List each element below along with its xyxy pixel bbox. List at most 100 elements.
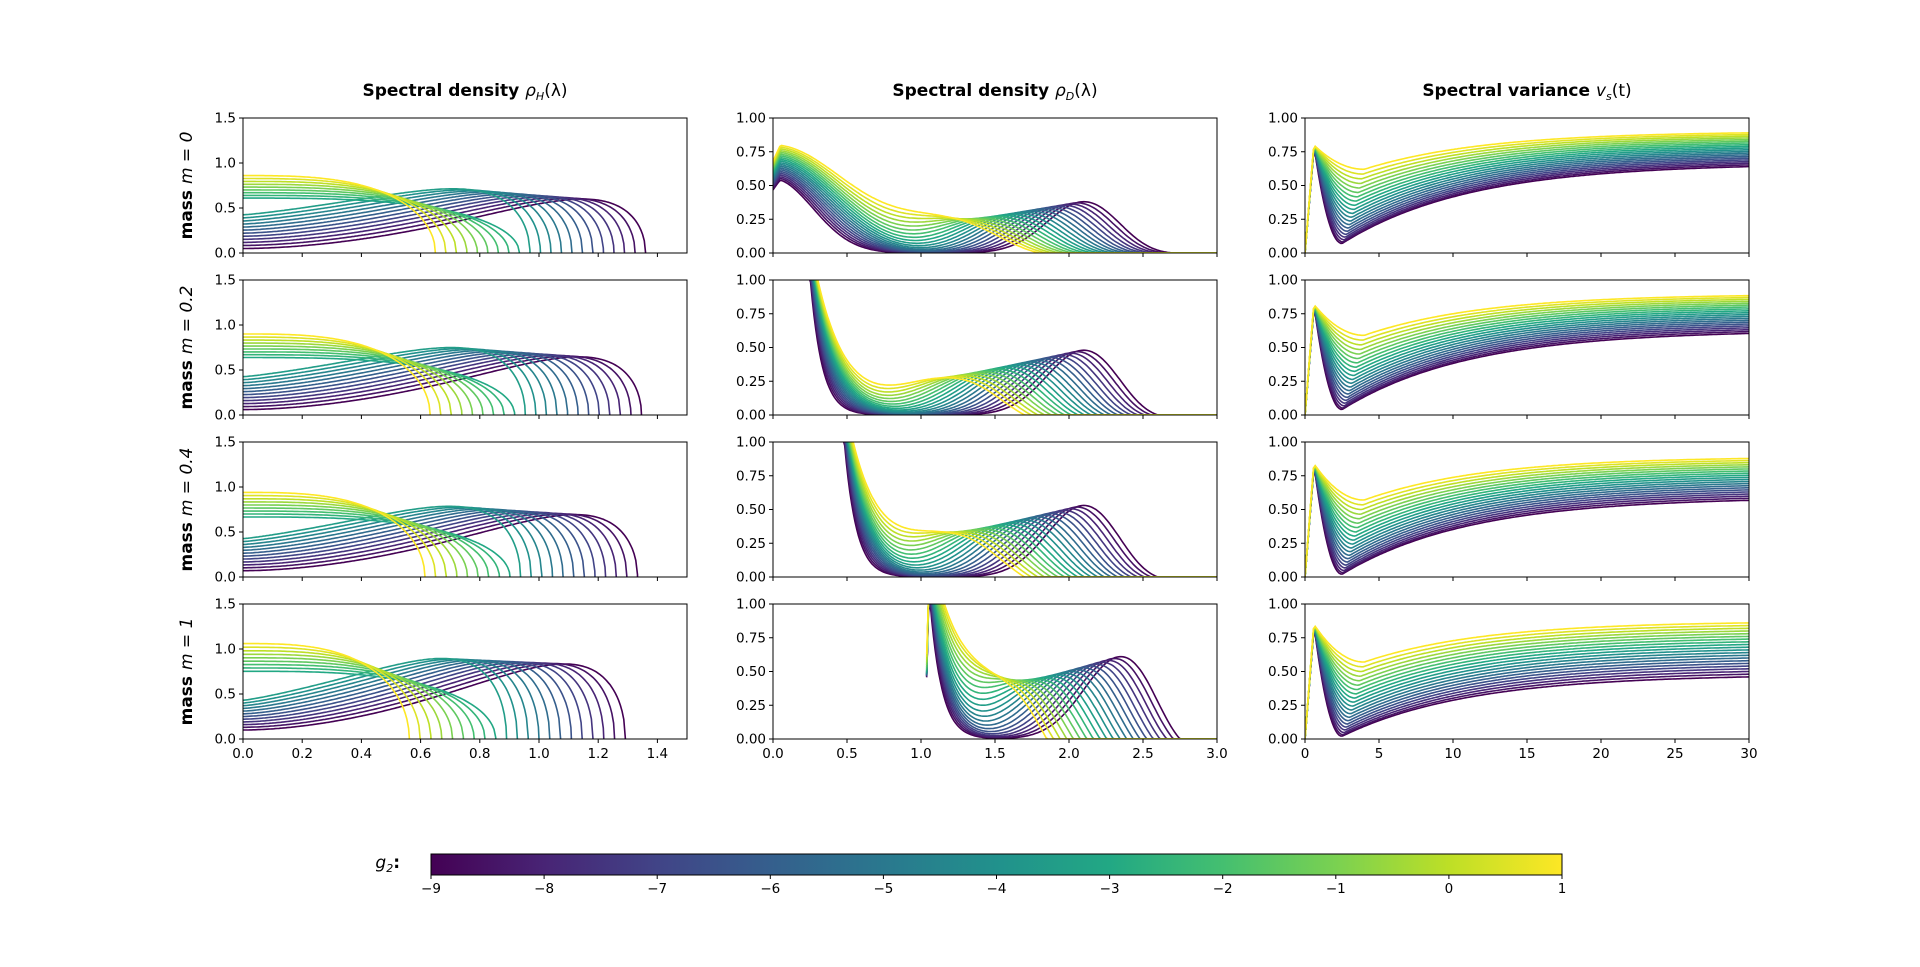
curve-g2--0.5 [815, 280, 1217, 415]
x-tick-label: 0.8 [469, 746, 490, 762]
curve-g2-0.5 [1305, 624, 1749, 739]
curve-g2--1.5 [925, 604, 1217, 739]
curve-g2--6 [845, 442, 1217, 577]
curves [243, 491, 639, 577]
curve-g2--9 [1305, 312, 1749, 415]
curve-g2--7 [1305, 311, 1749, 415]
colorbar-tick-label: 1 [1558, 881, 1567, 897]
curve-g2--5 [1305, 629, 1749, 739]
curve-g2--8.5 [1305, 632, 1749, 739]
y-tick-label: 0.50 [736, 178, 766, 194]
curve-g2--9 [1305, 153, 1749, 253]
curve-g2--0.5 [1305, 625, 1749, 739]
y-tick-label: 1.0 [215, 318, 236, 334]
y-tick-label: 0.0 [215, 732, 236, 748]
y-tick-label: 1.00 [1268, 273, 1298, 289]
curve-g2--2 [925, 604, 1217, 739]
curve-g2--4 [846, 442, 1217, 577]
curve-g2--3.5 [1305, 147, 1749, 253]
curve-g2--1.5 [243, 507, 479, 577]
curve-g2--3 [1305, 466, 1749, 577]
curve-g2--1.5 [243, 348, 484, 415]
curve-g2--1 [243, 504, 469, 577]
curve-g2--8 [773, 176, 1217, 253]
curve-g2--2.5 [773, 156, 1217, 253]
curve-g2--5 [773, 165, 1217, 253]
y-tick-label: 1.00 [736, 273, 766, 289]
curve-g2--3 [1305, 627, 1749, 739]
y-tick-label: 0.75 [736, 306, 766, 322]
curve-g2--8 [1305, 152, 1749, 253]
curve-g2-1 [243, 174, 437, 253]
curve-g2--1 [1305, 138, 1749, 253]
curve-g2-0.5 [243, 336, 442, 415]
colorbar-tick-label: −2 [1213, 881, 1233, 897]
curve-g2-0.5 [816, 280, 1217, 415]
curve-g2--4 [925, 604, 1217, 739]
colorbar-tick-label: 0 [1445, 881, 1454, 897]
curve-g2--5.5 [1305, 629, 1749, 739]
x-tick-label: 10 [1444, 746, 1461, 762]
y-tick-label: 0.0 [215, 408, 236, 424]
curve-g2--3 [243, 356, 516, 415]
curve-g2-1 [243, 491, 426, 577]
y-tick-label: 0.75 [736, 630, 766, 646]
curve-g2--4.5 [1305, 468, 1749, 577]
curve-g2--8.5 [925, 604, 1217, 739]
y-tick-label: 0.50 [1268, 178, 1298, 194]
curve-g2--7.5 [1305, 632, 1749, 739]
curve-g2--7.5 [810, 280, 1217, 415]
curve-g2--1 [1305, 626, 1749, 739]
curve-g2--1 [243, 345, 474, 415]
x-tick-label: 1.2 [587, 746, 608, 762]
curve-g2--2 [243, 510, 490, 577]
y-tick-label: 0.00 [736, 246, 766, 262]
curve-g2-0.5 [243, 177, 447, 253]
curve-g2--5.5 [1305, 309, 1749, 415]
y-tick-label: 1.5 [215, 597, 236, 613]
curve-g2--2.5 [243, 667, 486, 739]
panel-r1-c3: 0.00 0.25 0.50 0.75 1.00 [1268, 111, 1750, 262]
x-tick-label: 0.0 [762, 746, 783, 762]
curve-g2-0 [1305, 625, 1749, 739]
x-tick-label: 0.0 [232, 746, 253, 762]
curve-g2--3 [243, 197, 521, 253]
curve-g2-0 [243, 339, 453, 415]
y-tick-label: 0.25 [1268, 212, 1298, 228]
curve-g2--1 [243, 186, 479, 253]
colorbar-tick-label: −3 [1100, 881, 1120, 897]
curve-g2--1.5 [1305, 465, 1749, 577]
curve-g2--8.5 [1305, 153, 1749, 253]
curve-g2--3 [1305, 306, 1749, 415]
colorbar-tick-label: −8 [534, 881, 554, 897]
curve-g2--3.5 [1305, 307, 1749, 415]
axes-frame [772, 441, 1218, 578]
curve-g2--3.5 [813, 280, 1217, 415]
curve-g2--4.5 [812, 280, 1217, 415]
curve-g2-1 [1305, 294, 1749, 415]
curve-g2--0.5 [1305, 300, 1749, 415]
curve-g2--2.5 [243, 353, 505, 415]
curve-g2--1.5 [1305, 140, 1749, 253]
curve-g2--9 [773, 179, 1217, 253]
curve-g2--8 [1305, 472, 1749, 577]
colorbar-tick-label: −4 [987, 881, 1007, 897]
curve-g2--4.5 [1305, 628, 1749, 739]
curve-g2--0.5 [243, 183, 468, 253]
axes-frame [242, 441, 688, 578]
curve-g2--5.5 [925, 604, 1217, 739]
curve-g2-1 [243, 642, 411, 739]
curves [808, 280, 1217, 415]
curve-g2--5.5 [773, 167, 1217, 253]
y-tick-label: 0.0 [215, 570, 236, 586]
curve-g2-0.5 [1305, 133, 1749, 253]
curve-g2--1 [243, 657, 454, 739]
curve-g2--2 [1305, 306, 1749, 415]
curve-g2--2 [243, 191, 500, 253]
curve-g2--1 [815, 280, 1217, 415]
curves [773, 144, 1217, 253]
y-tick-label: 0.00 [736, 408, 766, 424]
axes-frame [242, 603, 688, 740]
curve-g2-1 [817, 280, 1217, 415]
curve-g2--0.5 [243, 501, 458, 577]
